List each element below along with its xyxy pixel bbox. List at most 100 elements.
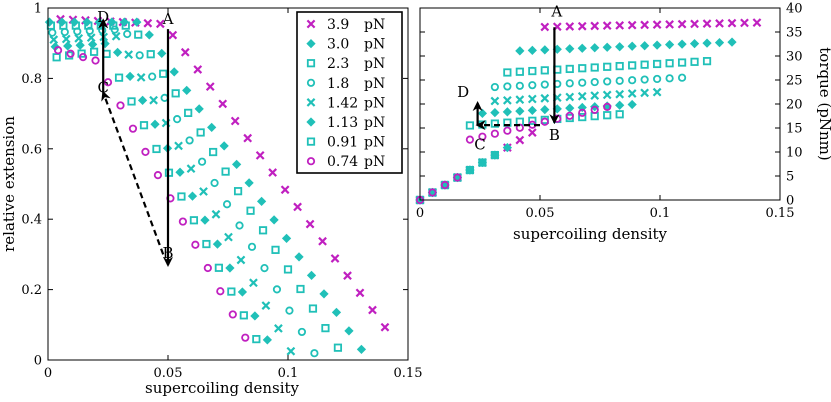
data-point <box>578 64 587 73</box>
data-point <box>490 82 499 92</box>
legend-marker <box>306 38 316 49</box>
legend-unit: pN <box>364 95 385 111</box>
data-point <box>89 47 99 56</box>
data-point <box>91 56 100 65</box>
data-point <box>78 53 88 62</box>
y-tick-label: 35 <box>786 26 803 41</box>
data-point <box>465 121 475 130</box>
data-point <box>527 128 537 137</box>
data-point <box>109 21 118 30</box>
data-point <box>123 29 132 39</box>
data-point <box>640 20 650 30</box>
y-tick-label: 5 <box>786 170 794 185</box>
data-point <box>256 196 267 207</box>
data-point <box>577 102 587 113</box>
data-point <box>640 60 649 69</box>
data-point <box>125 71 135 81</box>
data-point <box>640 88 650 98</box>
data-point <box>689 39 700 49</box>
legend-unit: pN <box>364 154 385 170</box>
legend-marker <box>306 117 316 127</box>
data-point <box>52 53 61 62</box>
data-point <box>150 119 160 129</box>
data-point <box>490 150 499 160</box>
data-point <box>232 159 242 170</box>
data-point <box>85 26 94 35</box>
point-label-b: B <box>162 244 173 262</box>
data-point <box>565 103 575 113</box>
data-point <box>193 65 203 74</box>
y-tick-label: 0.8 <box>21 72 42 87</box>
data-point <box>61 34 71 44</box>
data-point <box>540 80 549 89</box>
x-tick-label: 0 <box>416 206 424 221</box>
point-label-b: B <box>549 126 560 144</box>
data-point <box>590 91 600 100</box>
data-point <box>173 115 182 124</box>
legend-label: 3.9 <box>327 17 349 33</box>
legend-label: 3.0 <box>327 37 349 53</box>
data-point <box>715 19 724 28</box>
data-point <box>246 206 255 215</box>
legend-marker <box>306 59 316 68</box>
data-point <box>428 188 437 197</box>
data-point <box>255 150 265 160</box>
data-point <box>212 239 223 249</box>
data-point <box>515 46 525 56</box>
y-tick-label: 40 <box>786 2 803 17</box>
data-point <box>665 74 674 83</box>
data-point <box>615 100 625 110</box>
data-point <box>66 49 75 58</box>
data-point <box>74 33 84 43</box>
torque-y-axis-label: torque (pNnm) <box>816 47 831 160</box>
data-point <box>202 239 211 249</box>
data-point <box>134 30 143 39</box>
legend-box <box>296 11 403 174</box>
y-tick-label: 1 <box>34 2 42 17</box>
legend-label: 0.91 <box>327 135 358 151</box>
data-point <box>540 45 550 55</box>
transition-arrow <box>101 90 165 255</box>
data-point <box>111 31 121 41</box>
data-point <box>73 27 82 36</box>
data-point <box>297 327 307 337</box>
data-point <box>318 236 327 246</box>
data-point <box>241 333 250 342</box>
legend-label: 1.13 <box>327 115 358 131</box>
data-point <box>515 67 524 76</box>
data-point <box>478 132 487 141</box>
data-point <box>53 46 63 55</box>
data-point <box>293 202 302 212</box>
data-point <box>727 18 737 28</box>
extension-annotations: A B C D <box>97 8 173 262</box>
data-point <box>502 142 512 153</box>
data-point <box>160 93 169 102</box>
data-point <box>602 90 612 100</box>
point-label-c: C <box>97 78 108 96</box>
data-point <box>200 215 210 225</box>
data-point <box>478 158 487 167</box>
data-point <box>565 22 575 31</box>
data-point <box>577 91 587 101</box>
data-point <box>149 95 158 105</box>
data-point <box>243 133 253 143</box>
data-point <box>465 135 475 144</box>
torque-annotations: A B C D <box>457 3 562 154</box>
data-point <box>603 77 612 86</box>
data-point <box>627 41 637 51</box>
data-point <box>152 144 161 154</box>
data-point <box>627 99 637 110</box>
legend-label: 1.8 <box>327 76 349 92</box>
y-tick-label: 30 <box>786 50 803 65</box>
legend-label: 1.42 <box>327 95 358 111</box>
data-point <box>540 22 550 32</box>
data-point <box>258 226 268 235</box>
data-point <box>285 306 294 315</box>
data-point <box>177 192 186 201</box>
data-point <box>540 105 550 115</box>
data-point <box>527 94 537 104</box>
data-point <box>319 289 329 299</box>
y-tick-label: 0.4 <box>21 213 42 228</box>
data-point <box>191 240 200 249</box>
